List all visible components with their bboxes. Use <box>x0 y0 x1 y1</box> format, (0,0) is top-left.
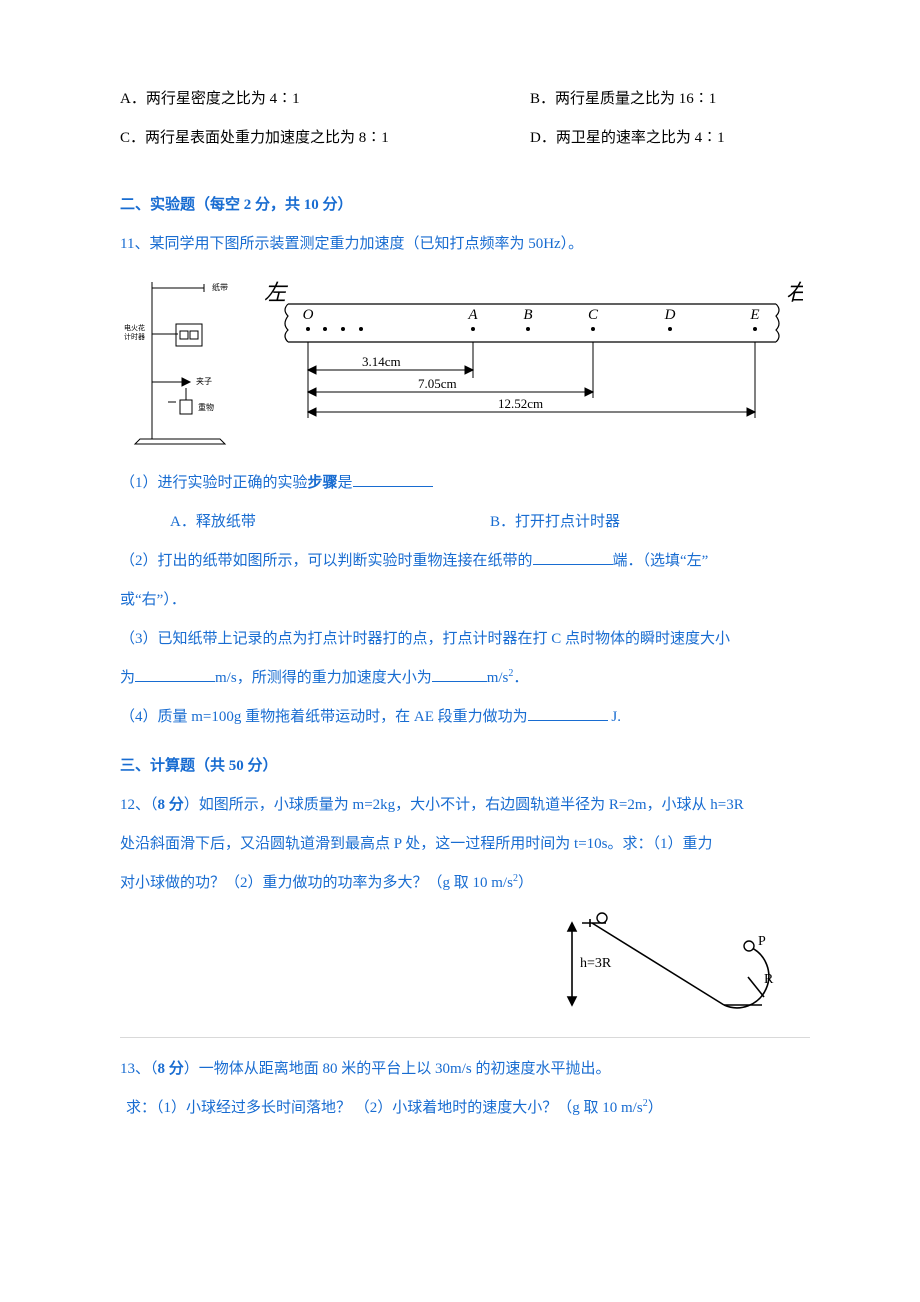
q11-p1: （1）进行实验时正确的实验步骤是 <box>120 464 810 503</box>
svg-text:A: A <box>467 307 478 323</box>
svg-text:R: R <box>764 972 774 987</box>
svg-text:P: P <box>758 934 766 949</box>
q11-stem: 11、某同学用下图所示装置测定重力加速度（已知打点频率为 50Hz）。 <box>120 225 810 264</box>
svg-text:D: D <box>664 307 676 323</box>
svg-text:B: B <box>523 307 532 323</box>
q11-p3-unit2: m/s <box>487 670 509 686</box>
q12-diagram-wrap: h=3R P R <box>120 909 782 1019</box>
q11-p4-pre: （4）质量 m=100g 重物拖着纸带运动时，在 AE 段重力做功为 <box>120 709 528 725</box>
section3-title: 三、计算题（共 50 分） <box>120 747 810 786</box>
svg-text:夹子: 夹子 <box>196 376 212 386</box>
q11-p2-l2: 或“右”）． <box>120 581 810 620</box>
svg-text:3.14cm: 3.14cm <box>362 354 401 369</box>
q12-diagram: h=3R P R <box>552 909 782 1019</box>
svg-text:重物: 重物 <box>198 402 214 412</box>
svg-text:h=3R: h=3R <box>580 956 612 971</box>
q11-p2-blank <box>533 549 613 565</box>
q10-opt-d: D．两卫星的速率之比为 4∶1 <box>530 119 810 158</box>
section2-title: 二、实验题（每空 2 分，共 10 分） <box>120 186 810 225</box>
q12-l3b: ） <box>518 875 533 891</box>
q11-p3-unit1: m/s，所测得的重力加速度大小为 <box>215 670 432 686</box>
q11-p3-l2-pre: 为 <box>120 670 135 686</box>
q11-p3-blank1 <box>135 666 215 682</box>
svg-text:O: O <box>303 307 314 323</box>
q12-l3: 对小球做的功？（2）重力做功的功率为多大？（g 取 10 m/s2） <box>120 864 810 903</box>
q11-p4-blank <box>528 705 608 721</box>
q10-opt-a: A．两行星密度之比为 4∶1 <box>120 80 300 119</box>
q11-p3-l2: 为m/s，所测得的重力加速度大小为m/s2． <box>120 659 810 698</box>
q13-stem: 13、（8 分）一物体从距离地面 80 米的平台上以 30m/s 的初速度水平抛… <box>120 1050 810 1089</box>
q11-p1-a: A．释放纸带 <box>170 503 490 542</box>
q13-ask: 求：（1）小球经过多长时间落地？ （2）小球着地时的速度大小？（g 取 10 m… <box>126 1089 810 1128</box>
q12-l3a: 对小球做的功？（2）重力做功的功率为多大？（g 取 10 m/s <box>120 875 513 891</box>
q13-ask-a: 求：（1）小球经过多长时间落地？ （2）小球着地时的速度大小？（g 取 10 m… <box>126 1100 643 1116</box>
q11-p1-post: 是 <box>338 475 353 491</box>
q10-opt-b: B．两行星质量之比为 16∶1 <box>530 80 810 119</box>
q11-p1-opts: A．释放纸带 B．打开打点计时器 <box>120 503 810 542</box>
q12-l2: 处沿斜面滑下后，又沿圆轨道滑到最高点 P 处，这一过程所用时间为 t=10s。求… <box>120 825 810 864</box>
svg-text:7.05cm: 7.05cm <box>418 376 457 391</box>
q13-ask-b: ） <box>648 1100 663 1116</box>
page-rule <box>120 1037 810 1038</box>
q11-p4: （4）质量 m=100g 重物拖着纸带运动时，在 AE 段重力做功为 J. <box>120 698 810 737</box>
q11-p1-blank <box>353 471 433 487</box>
q12-l1: 12、（8 分）如图所示，小球质量为 m=2kg，大小不计，右边圆轨道半径为 R… <box>120 786 810 825</box>
q11-p4-unit: J. <box>608 709 621 725</box>
tape-diagram: 左 右 O A B C D E <box>258 274 803 434</box>
q11-p2-post1: 端．（选填“左” <box>613 553 709 569</box>
q11-figures: 纸带 电火花 计时器 夹子 重物 左 右 <box>120 274 810 454</box>
q11-p3-blank2 <box>432 666 487 682</box>
svg-text:电火花: 电火花 <box>124 323 145 332</box>
q12-pts: 8 分 <box>158 797 184 813</box>
svg-text:E: E <box>749 307 759 323</box>
apparatus-diagram: 纸带 电火花 计时器 夹子 重物 <box>120 274 240 454</box>
svg-text:C: C <box>588 307 599 323</box>
q11-p3-l1: （3）已知纸带上记录的点为打点计时器打的点，打点计时器在打 C 点时物体的瞬时速… <box>120 620 810 659</box>
svg-text:12.52cm: 12.52cm <box>498 396 543 411</box>
q11-p2-pre: （2）打出的纸带如图所示，可以判断实验时重物连接在纸带的 <box>120 553 533 569</box>
q10-options: A．两行星密度之比为 4∶1 B．两行星质量之比为 16∶1 C．两行星表面处重… <box>120 80 810 158</box>
q11-p2-l1: （2）打出的纸带如图所示，可以判断实验时重物连接在纸带的 端．（选填“左” <box>120 542 810 581</box>
q11-p1-step: 步骤 <box>308 475 338 491</box>
tape-left-label: 左 <box>264 280 289 305</box>
tape-right-label: 右 <box>786 280 803 305</box>
q11-p1-b: B．打开打点计时器 <box>490 503 620 542</box>
q11-p3-dot: ． <box>513 670 528 686</box>
q13-pts: 8 分 <box>158 1061 184 1077</box>
svg-text:纸带: 纸带 <box>212 282 228 292</box>
svg-text:计时器: 计时器 <box>124 332 145 341</box>
q10-row1: A．两行星密度之比为 4∶1 B．两行星质量之比为 16∶1 <box>120 80 810 119</box>
q11-p1-pre: （1）进行实验时正确的实验 <box>120 475 308 491</box>
q10-row2: C．两行星表面处重力加速度之比为 8∶1 D．两卫星的速率之比为 4∶1 <box>120 119 810 158</box>
q10-opt-c: C．两行星表面处重力加速度之比为 8∶1 <box>120 119 389 158</box>
